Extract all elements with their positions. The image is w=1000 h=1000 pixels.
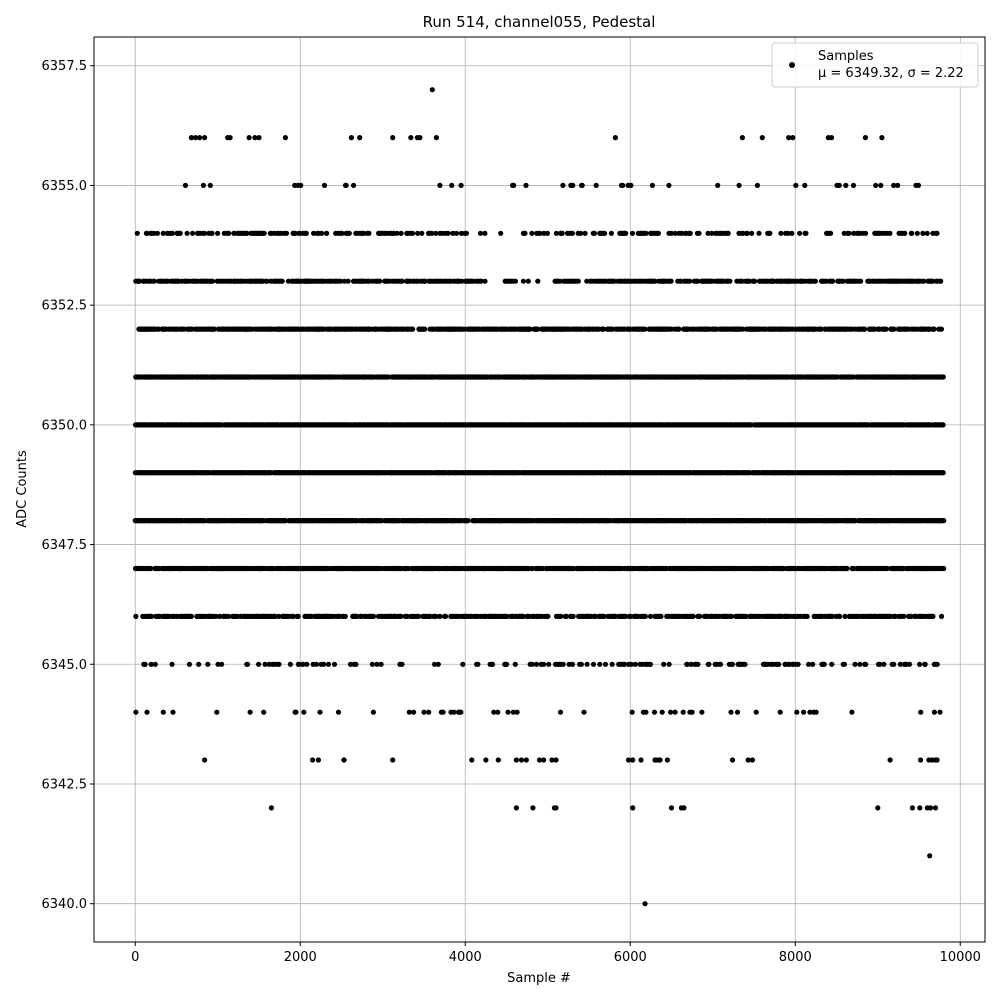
data-point [527, 326, 533, 332]
data-point [601, 326, 607, 332]
data-point [940, 374, 946, 380]
data-point [872, 326, 878, 332]
data-point [345, 278, 351, 284]
data-point [341, 278, 348, 284]
data-point [465, 518, 471, 524]
data-point [136, 278, 142, 284]
data-point [529, 565, 535, 572]
data-point [891, 326, 897, 332]
chart-title: Run 514, channel055, Pedestal [423, 13, 656, 31]
data-point [940, 470, 946, 476]
data-point [883, 326, 889, 332]
data-point [385, 374, 391, 380]
data-point [535, 326, 541, 332]
data-point [338, 278, 344, 284]
data-point [282, 518, 288, 524]
data-point [941, 518, 947, 524]
data-point [422, 326, 428, 332]
data-point [209, 278, 216, 284]
data-point [642, 326, 648, 332]
data-point [148, 565, 154, 572]
data-point [884, 565, 890, 572]
data-point [151, 278, 157, 284]
data-point [941, 565, 947, 572]
data-points [132, 87, 947, 907]
data-point [676, 326, 682, 332]
data-point [940, 422, 946, 428]
data-point [264, 278, 270, 284]
data-point [844, 565, 850, 572]
data-point [609, 326, 616, 332]
data-point [938, 326, 945, 332]
data-point [410, 326, 416, 332]
data-point [740, 326, 746, 332]
data-point [377, 278, 383, 284]
data-point [862, 326, 868, 332]
data-point [422, 278, 428, 284]
data-point [818, 326, 824, 332]
data-point [279, 278, 285, 284]
data-point [931, 326, 937, 332]
data-point [399, 278, 405, 284]
plot-area: 0 2000 4000 6000 8000 10000 6340.06342.56345.… [42, 36, 986, 965]
data-point [459, 278, 465, 284]
data-point [211, 326, 217, 332]
